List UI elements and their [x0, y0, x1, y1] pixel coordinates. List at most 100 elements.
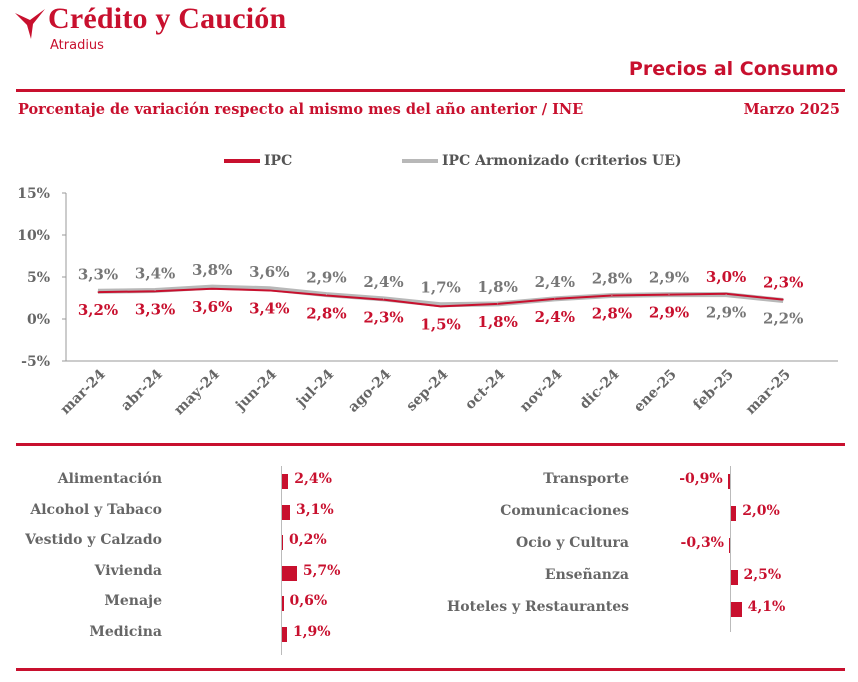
- data-label-ipca: 1,8%: [478, 278, 518, 296]
- data-point-ipca: [268, 288, 270, 290]
- x-tick-label: dic-24: [577, 366, 623, 412]
- chart-subtitle: Porcentaje de variación respecto al mism…: [18, 101, 584, 118]
- category-label: Menaje: [104, 593, 162, 609]
- category-value: -0,3%: [680, 535, 724, 551]
- data-label-ipca: 3,3%: [78, 265, 118, 283]
- report-period: Marzo 2025: [743, 101, 840, 118]
- data-label-ipca: 3,6%: [249, 263, 289, 281]
- data-label-ipca: 1,7%: [420, 279, 460, 297]
- data-label-ipc: 3,4%: [249, 299, 289, 317]
- data-label-ipc: 3,0%: [706, 268, 746, 286]
- report-title: Precios al Consumo: [628, 58, 838, 80]
- category-bar: [731, 570, 738, 585]
- data-label-ipc: 2,8%: [306, 304, 346, 322]
- data-label-ipc: 2,4%: [535, 308, 575, 326]
- data-point-ipc: [782, 299, 784, 301]
- data-point-ipca: [668, 294, 670, 296]
- x-tick-label: jul-24: [292, 366, 337, 411]
- category-value: 0,2%: [289, 532, 327, 548]
- data-label-ipca: 2,2%: [763, 310, 803, 328]
- x-tick-label: mar-25: [743, 367, 794, 418]
- category-value: 2,4%: [294, 471, 332, 487]
- data-point-ipca: [782, 300, 784, 302]
- line-chart: 15% 10% 5% 0% -5% mar-24 abr-24 may-24 jun-24 jul…: [17, 186, 838, 418]
- data-label-ipca: 2,8%: [592, 269, 632, 287]
- category-value: 2,5%: [743, 567, 782, 583]
- x-tick-label: jun-24: [232, 366, 281, 415]
- data-label-ipca: 2,4%: [363, 273, 403, 291]
- legend-label-ipc: IPC: [264, 153, 293, 169]
- legend-label-ipca: IPC Armonizado (criterios UE): [442, 153, 682, 169]
- data-label-ipca: 3,4%: [135, 264, 175, 282]
- category-axis-line: [730, 466, 731, 632]
- category-value: -0,9%: [679, 471, 723, 487]
- data-point-ipca: [440, 304, 442, 306]
- x-tick-label: sep-24: [403, 366, 451, 414]
- legend-swatch-ipc: [224, 159, 260, 163]
- y-tick-label: 0%: [27, 312, 50, 328]
- category-bar: [729, 538, 730, 553]
- data-point-ipca: [725, 294, 727, 296]
- data-label-ipc: 3,3%: [135, 300, 175, 318]
- data-label-ipc: 2,8%: [592, 304, 632, 322]
- category-bar: [282, 596, 284, 611]
- data-label-ipc: 3,2%: [78, 301, 118, 319]
- y-tick-label: 10%: [17, 228, 50, 244]
- x-tick-label: abr-24: [118, 366, 166, 414]
- data-point-ipc: [97, 291, 99, 293]
- x-tick-label: nov-24: [517, 366, 566, 415]
- y-tick-label: 5%: [27, 270, 50, 286]
- legend-item-ipca: IPC Armonizado (criterios UE): [402, 150, 682, 172]
- data-label-ipca: 2,9%: [706, 304, 746, 322]
- category-label: Ocio y Cultura: [516, 535, 629, 551]
- data-point-ipc: [440, 305, 442, 307]
- category-value: 3,1%: [296, 501, 334, 518]
- brand-name: Crédito y Caución: [48, 2, 287, 35]
- category-label: Transporte: [543, 471, 629, 487]
- category-value: 0,6%: [289, 593, 328, 609]
- data-point-ipc: [725, 293, 727, 295]
- data-point-ipc: [211, 288, 213, 290]
- data-label-ipc: 1,5%: [420, 315, 460, 333]
- footer-divider: [16, 668, 845, 671]
- data-label-ipc: 2,3%: [363, 309, 403, 327]
- data-point-ipca: [211, 286, 213, 288]
- category-label: Alcohol y Tabaco: [30, 501, 162, 518]
- category-bar: [727, 474, 730, 489]
- category-axis-line: [281, 466, 282, 655]
- data-point-ipca: [325, 294, 327, 296]
- legend-item-ipc: IPC: [224, 150, 292, 172]
- category-bar: [731, 506, 737, 521]
- category-value: 1,9%: [292, 623, 331, 640]
- data-label-ipca: 3,8%: [192, 261, 232, 279]
- data-point-ipca: [554, 298, 556, 300]
- data-point-ipc: [383, 299, 384, 301]
- header-divider: [16, 89, 845, 92]
- data-point-ipc: [268, 289, 270, 291]
- x-tick-label: ago-24: [345, 366, 394, 415]
- category-bar: [731, 602, 742, 617]
- x-tick-label: oct-24: [462, 366, 509, 413]
- category-bar: [282, 535, 283, 550]
- brand-logo-icon: [15, 9, 45, 39]
- data-point-ipca: [383, 298, 384, 300]
- data-point-ipca: [497, 303, 499, 305]
- category-label: Enseñanza: [544, 567, 629, 583]
- category-bar: [282, 474, 289, 489]
- chart-divider: [16, 443, 845, 446]
- y-tick-label: 15%: [17, 186, 50, 202]
- category-value: 5,7%: [302, 562, 341, 579]
- x-tick-label: may-24: [171, 366, 223, 418]
- data-label-ipca: 2,9%: [649, 269, 689, 287]
- brand-subname: Atradius: [50, 38, 104, 53]
- category-label: Comunicaciones: [500, 503, 629, 519]
- data-point-ipca: [611, 294, 613, 296]
- category-label: Medicina: [89, 623, 162, 640]
- category-label: Hoteles y Restaurantes: [447, 599, 629, 615]
- x-tick-label: mar-24: [58, 366, 109, 417]
- data-point-ipca: [97, 290, 99, 292]
- category-value: 4,1%: [747, 599, 786, 615]
- data-label-ipc: 2,3%: [763, 274, 803, 292]
- category-value: 2,0%: [742, 503, 780, 519]
- data-label-ipca: 2,4%: [535, 273, 575, 291]
